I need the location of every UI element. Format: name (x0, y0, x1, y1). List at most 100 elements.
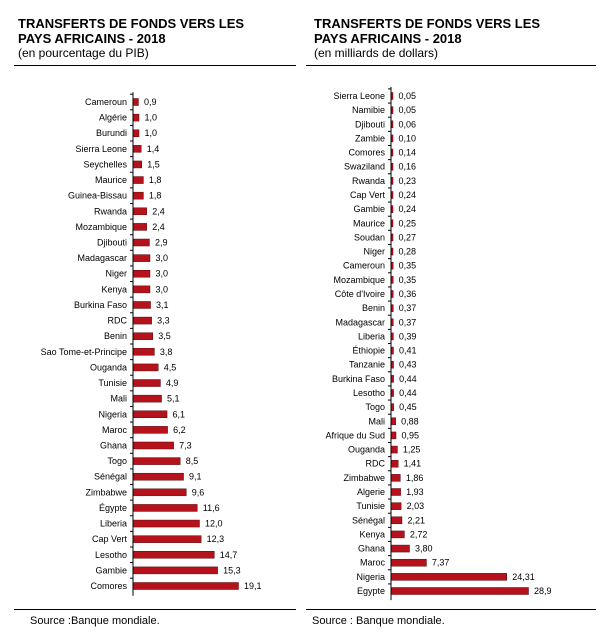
category-label: RDC (366, 459, 386, 469)
value-label: 0,45 (399, 402, 417, 412)
value-label: 0,37 (399, 303, 417, 313)
category-label: Zambie (355, 133, 385, 143)
value-label: 0,14 (399, 148, 417, 158)
left-bottom-rule (14, 609, 296, 610)
value-label: 1,0 (144, 128, 157, 138)
value-label: 0,06 (399, 119, 417, 129)
value-label: 8,5 (186, 456, 199, 466)
bar (133, 223, 147, 231)
left-top-rule (14, 65, 296, 66)
value-label: 1,41 (404, 459, 422, 469)
value-label: 28,9 (534, 586, 552, 596)
value-label: 3,80 (415, 544, 433, 554)
right-source: Source : Banque mondiale. (312, 615, 445, 627)
bar (391, 587, 529, 595)
bar (133, 519, 200, 528)
bar (391, 318, 394, 327)
category-label: Algérie (99, 113, 127, 123)
category-label: Niger (363, 247, 385, 257)
bar (391, 177, 394, 185)
right-title-line2: PAYS AFRICAINS - 2018 (314, 31, 462, 46)
bar (391, 459, 399, 468)
category-label: Cap Vert (350, 190, 386, 200)
category-label: Rwanda (94, 206, 127, 216)
value-label: 7,3 (179, 440, 192, 450)
value-label: 0,36 (399, 289, 417, 299)
bar (133, 269, 151, 278)
category-label: Cameroun (343, 261, 385, 271)
category-label: Mozambique (75, 222, 127, 232)
bar (133, 394, 162, 403)
left-title-line1: TRANSFERTS DE FONDS VERS LES (18, 16, 245, 31)
value-label: 1,4 (147, 144, 160, 154)
value-label: 0,35 (399, 275, 417, 285)
left-title-line2: PAYS AFRICAINS - 2018 (18, 31, 166, 46)
value-label: 0,05 (399, 105, 417, 115)
bar (391, 530, 405, 539)
right-bottom-rule (306, 609, 596, 610)
bar (391, 233, 394, 242)
category-label: Egypte (357, 586, 385, 596)
category-label: Algerie (357, 487, 385, 497)
value-label: 1,8 (149, 191, 162, 201)
bar (391, 92, 394, 100)
value-label: 0,10 (399, 133, 417, 143)
value-label: 19,1 (244, 581, 262, 591)
value-label: 1,86 (406, 473, 424, 483)
value-label: 0,35 (399, 261, 417, 271)
value-label: 3,0 (155, 253, 168, 263)
bar (391, 360, 394, 369)
category-label: Éthiopie (352, 346, 385, 356)
category-label: Niger (105, 269, 127, 279)
bar (133, 176, 144, 184)
bar (391, 375, 394, 383)
bar (133, 332, 153, 340)
right-subtitle: (en milliards de dollars) (314, 46, 439, 60)
category-label: Tanzanie (349, 360, 385, 370)
bar (133, 238, 150, 247)
bar (133, 98, 139, 106)
right-top-rule (306, 65, 596, 66)
value-label: 0,23 (399, 176, 417, 186)
bar (391, 502, 402, 510)
category-label: Guinea-Bissau (68, 191, 127, 201)
category-label: Djibouti (355, 119, 385, 129)
bar (391, 389, 394, 397)
value-label: 2,72 (410, 529, 428, 539)
right-bar-chart: Sierra Leone 0,05 Namibie 0,05 Djibouti 0,06 Z… (325, 86, 552, 601)
value-label: 0,95 (402, 430, 420, 440)
value-label: 2,4 (152, 206, 165, 216)
category-label: Madagascar (77, 253, 127, 263)
value-label: 1,0 (144, 113, 157, 123)
category-label: Kenya (359, 529, 385, 539)
bar (133, 254, 151, 262)
bar (133, 129, 140, 137)
bar (391, 445, 398, 454)
category-label: Tunisie (98, 378, 127, 388)
bar (391, 431, 397, 440)
bar (391, 417, 396, 426)
value-label: 2,21 (407, 515, 425, 525)
category-label: Comores (90, 581, 127, 591)
bar (133, 207, 147, 216)
category-label: Nigeria (356, 572, 385, 582)
value-label: 1,8 (149, 175, 162, 185)
category-label: Maroc (360, 558, 386, 568)
category-label: Togo (107, 456, 127, 466)
category-label: Mozambique (333, 275, 385, 285)
value-label: 12,3 (207, 534, 225, 544)
value-label: 4,5 (164, 362, 177, 372)
value-label: 6,1 (173, 409, 186, 419)
category-label: Soudan (354, 232, 385, 242)
bar (133, 535, 202, 543)
category-label: RDC (108, 316, 128, 326)
bar (391, 332, 394, 341)
bar (133, 441, 174, 450)
value-label: 5,1 (167, 394, 180, 404)
value-label: 3,5 (158, 331, 171, 341)
category-label: Mali (368, 416, 385, 426)
value-label: 9,6 (192, 487, 205, 497)
value-label: 3,3 (157, 316, 170, 326)
value-label: 24,31 (512, 572, 535, 582)
value-label: 0,25 (399, 218, 417, 228)
